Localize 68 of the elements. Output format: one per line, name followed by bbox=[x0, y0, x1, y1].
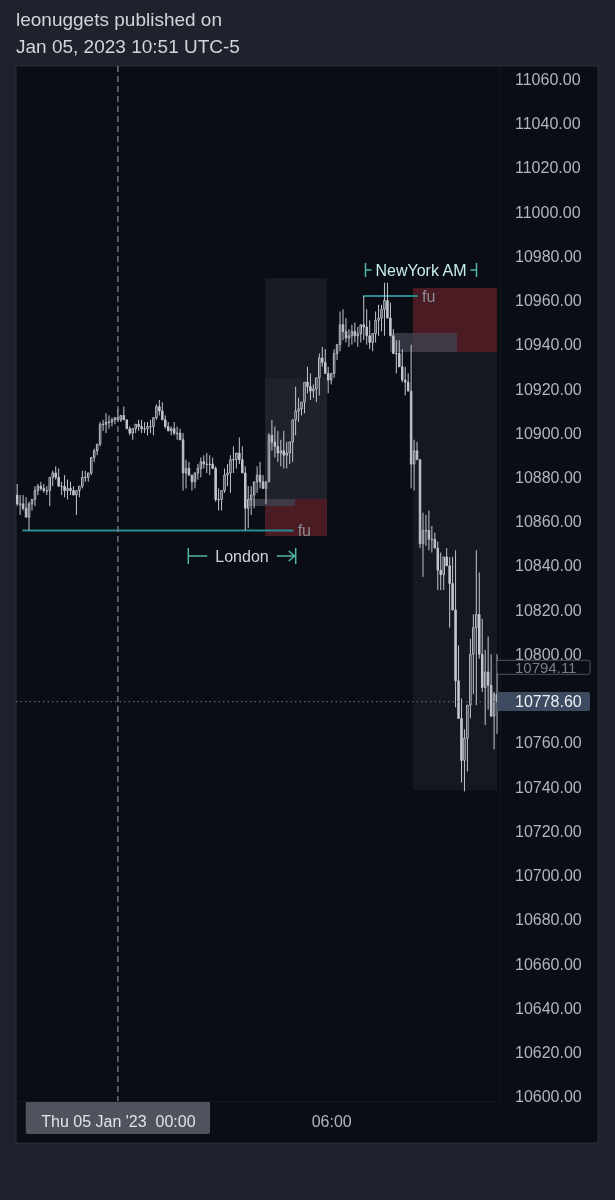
x-tick-label: 06:00 bbox=[311, 1113, 352, 1131]
y-tick-label: 10760.00 bbox=[515, 734, 582, 752]
candlestick bbox=[107, 414, 111, 430]
series-label: fu bbox=[297, 522, 311, 540]
candlestick bbox=[42, 483, 46, 494]
candlestick bbox=[475, 549, 478, 706]
candlestick bbox=[158, 399, 161, 416]
candlestick bbox=[362, 295, 365, 341]
candlestick bbox=[353, 322, 357, 343]
candlestick bbox=[276, 430, 280, 463]
candlestick bbox=[282, 430, 286, 469]
ref-line-label: 10778.60 bbox=[515, 693, 582, 711]
y-tick-label: 10860.00 bbox=[515, 513, 582, 531]
y-tick-label: 10640.00 bbox=[515, 999, 582, 1017]
candlestick bbox=[427, 510, 431, 551]
chart-title: leonuggets published on bbox=[16, 9, 223, 30]
y-tick-label: 11020.00 bbox=[515, 159, 581, 177]
candlestick bbox=[149, 419, 152, 434]
y-tick-label: 10980.00 bbox=[515, 247, 582, 265]
candlestick bbox=[137, 419, 140, 432]
candlestick bbox=[208, 454, 211, 476]
candlestick bbox=[39, 481, 43, 492]
candlestick bbox=[181, 432, 185, 492]
y-tick-label: 10660.00 bbox=[515, 955, 582, 973]
candlestick bbox=[33, 485, 37, 507]
y-tick-label: 10680.00 bbox=[515, 911, 582, 929]
candlestick bbox=[205, 452, 209, 474]
candlestick bbox=[356, 326, 360, 348]
y-tick-label: 10620.00 bbox=[515, 1043, 582, 1061]
y-tick-label: 10900.00 bbox=[515, 424, 582, 442]
annotation: London bbox=[215, 547, 269, 565]
y-tick-label: 10800.00 bbox=[515, 645, 582, 663]
annotation: NewYork AM bbox=[375, 261, 467, 279]
y-tick-label: 10920.00 bbox=[515, 380, 582, 398]
y-tick-label: 10720.00 bbox=[515, 822, 582, 840]
candlestick bbox=[169, 425, 173, 436]
y-tick-label: 10940.00 bbox=[515, 336, 582, 354]
candlestick bbox=[383, 282, 386, 337]
candlestick bbox=[75, 490, 78, 516]
candlestick bbox=[63, 474, 66, 498]
y-tick-label: 11000.00 bbox=[515, 203, 581, 221]
chart-subtitle: Jan 05, 2023 10:51 UTC-5 bbox=[16, 36, 240, 57]
y-tick-label: 10820.00 bbox=[515, 601, 582, 619]
y-tick-label: 11060.00 bbox=[515, 70, 581, 88]
candlestick bbox=[409, 344, 413, 489]
candlestick bbox=[104, 412, 108, 434]
candlestick bbox=[350, 324, 354, 346]
candlestick bbox=[258, 461, 262, 489]
candlestick bbox=[27, 501, 31, 531]
candlestick bbox=[172, 421, 176, 436]
x-tick-label: Thu 05 Jan '23 00:00 bbox=[41, 1113, 196, 1131]
candlestick bbox=[110, 417, 114, 427]
candlestick bbox=[69, 481, 72, 496]
y-tick-label: 10600.00 bbox=[515, 1088, 582, 1106]
candlestick bbox=[143, 421, 146, 434]
y-tick-label: 10840.00 bbox=[515, 557, 582, 575]
y-tick-label: 10880.00 bbox=[515, 468, 582, 486]
series-label: fu bbox=[422, 287, 436, 305]
candlestick bbox=[140, 419, 143, 434]
candlestick bbox=[146, 421, 149, 436]
y-tick-label: 11040.00 bbox=[515, 115, 581, 133]
candlestick bbox=[199, 456, 203, 478]
y-tick-label: 10740.00 bbox=[515, 778, 582, 796]
candlestick bbox=[66, 479, 69, 500]
candlestick bbox=[131, 428, 134, 441]
candlestick bbox=[175, 425, 179, 441]
y-tick-label: 10700.00 bbox=[515, 867, 582, 885]
y-tick-label: 10960.00 bbox=[515, 292, 582, 310]
